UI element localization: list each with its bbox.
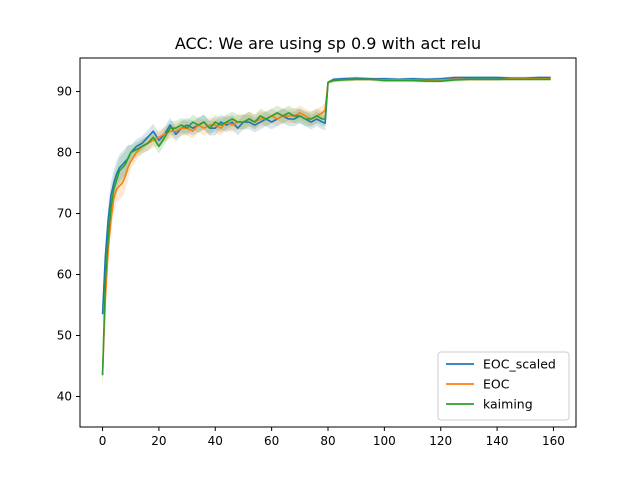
legend-label: kaiming: [483, 397, 533, 412]
legend-label: EOC: [483, 377, 510, 392]
chart-title: ACC: We are using sp 0.9 with act relu: [175, 34, 481, 53]
x-tick-label: 60: [264, 434, 279, 448]
legend-label: EOC_scaled: [483, 357, 556, 372]
x-axis-ticks: 0 20 40 60 80 100 120 140 160: [99, 427, 565, 448]
x-tick-label: 100: [373, 434, 396, 448]
y-tick-label: 40: [57, 390, 72, 404]
x-tick-label: 80: [320, 434, 335, 448]
y-tick-label: 90: [57, 85, 72, 99]
y-tick-label: 70: [57, 207, 72, 221]
series-line-kaiming: [101, 78, 551, 376]
y-tick-label: 80: [57, 146, 72, 160]
x-tick-label: 40: [208, 434, 223, 448]
y-tick-label: 50: [57, 329, 72, 343]
x-tick-label: 140: [486, 434, 509, 448]
confidence-bands: [102, 75, 551, 389]
x-tick-label: 20: [151, 434, 166, 448]
x-tick-label: 160: [542, 434, 565, 448]
legend: EOC_scaled EOC kaiming: [437, 351, 570, 421]
y-axis-ticks: 40 50 60 70 80 90: [57, 85, 80, 404]
legend-box: [437, 351, 570, 421]
x-tick-label: 120: [429, 434, 452, 448]
series-lines: [101, 76, 551, 376]
y-tick-label: 60: [57, 268, 72, 282]
x-tick-label: 0: [99, 434, 107, 448]
series-line-eoc-scaled: [101, 76, 551, 315]
